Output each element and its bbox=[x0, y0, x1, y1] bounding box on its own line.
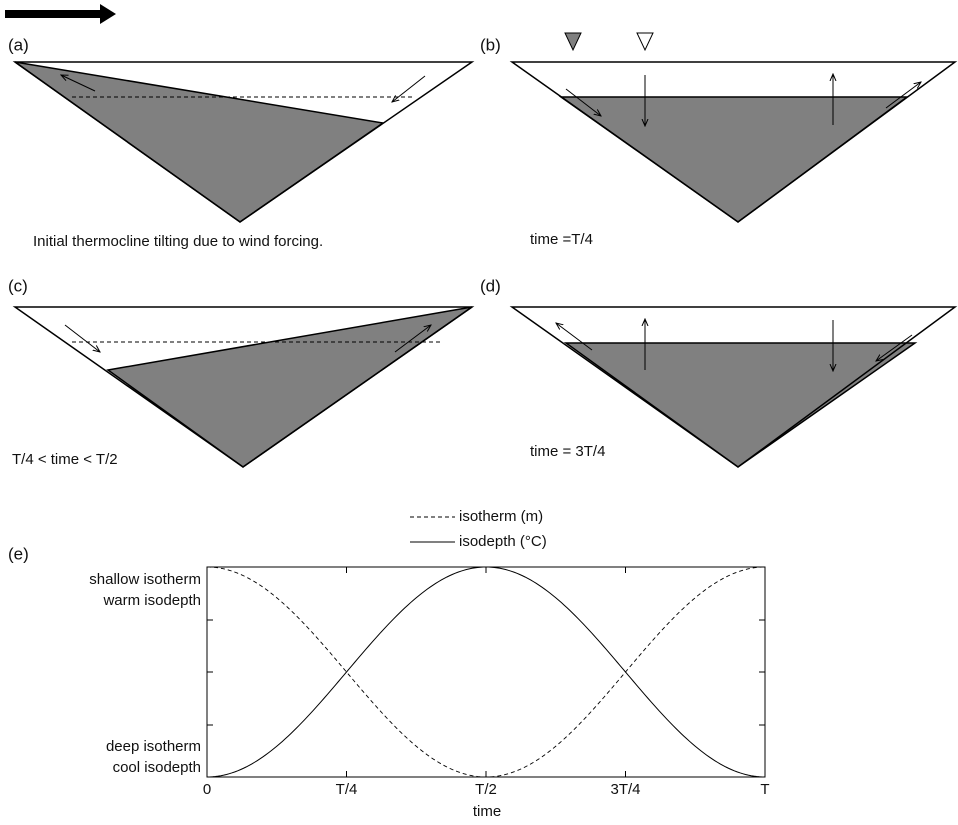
y-label: warm isodepth bbox=[102, 592, 201, 609]
panel-label: (c) bbox=[8, 276, 28, 295]
y-label: cool isodepth bbox=[113, 759, 201, 776]
panel-label: (d) bbox=[480, 276, 501, 295]
x-tick-label: T/2 bbox=[475, 781, 497, 798]
isodepth-curve bbox=[207, 567, 765, 777]
x-tick-label: T/4 bbox=[336, 781, 358, 798]
thermocline-area bbox=[566, 343, 915, 467]
caption: time =T/4 bbox=[530, 231, 593, 248]
thermocline-area bbox=[15, 62, 383, 222]
flow-arrow bbox=[65, 325, 100, 352]
x-tick-label: 0 bbox=[203, 781, 211, 798]
x-tick-label: 3T/4 bbox=[610, 781, 640, 798]
x-tick-label: T bbox=[760, 781, 769, 798]
panel-label: (e) bbox=[8, 544, 29, 563]
marker-filled bbox=[565, 33, 581, 50]
x-label: time bbox=[473, 803, 501, 820]
caption: time = 3T/4 bbox=[530, 443, 605, 460]
panel-label: (a) bbox=[8, 35, 29, 54]
marker-open bbox=[637, 33, 653, 50]
thermocline-area bbox=[561, 97, 907, 222]
y-label: shallow isotherm bbox=[89, 571, 201, 588]
plot-frame bbox=[207, 567, 765, 777]
figure: (a) Initial thermocline tilting due to w… bbox=[0, 0, 958, 825]
y-label: deep isotherm bbox=[106, 738, 201, 755]
legend-label: isotherm (m) bbox=[459, 508, 543, 525]
legend-label: isodepth (°C) bbox=[459, 533, 547, 550]
caption: T/4 < time < T/2 bbox=[12, 451, 118, 468]
panel-label: (b) bbox=[480, 35, 501, 54]
isotherm-curve bbox=[207, 567, 765, 777]
wind-arrow bbox=[5, 4, 116, 24]
caption: Initial thermocline tilting due to wind … bbox=[33, 233, 323, 250]
thermocline-area bbox=[108, 307, 472, 467]
flow-arrow bbox=[886, 82, 921, 108]
